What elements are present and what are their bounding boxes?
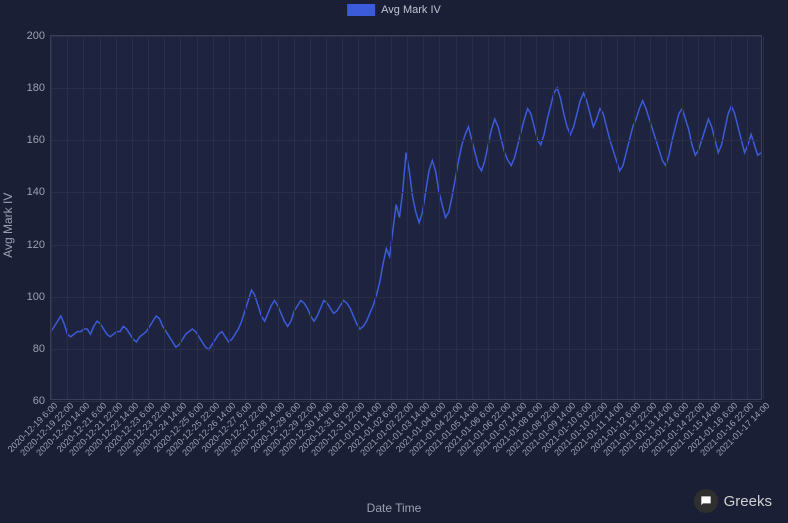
gridline-vertical <box>407 36 408 399</box>
y-tick-label: 180 <box>27 82 51 94</box>
gridline-vertical <box>423 36 424 399</box>
gridline-horizontal <box>51 140 761 141</box>
y-tick-label: 100 <box>27 291 51 303</box>
gridline-horizontal <box>51 349 761 350</box>
gridline-vertical <box>116 36 117 399</box>
gridline-vertical <box>731 36 732 399</box>
gridline-vertical <box>278 36 279 399</box>
y-tick-label: 80 <box>33 343 51 355</box>
gridline-vertical <box>763 36 764 399</box>
line-chart <box>51 36 761 399</box>
gridline-vertical <box>375 36 376 399</box>
gridline-vertical <box>294 36 295 399</box>
legend-swatch <box>347 4 375 16</box>
gridline-vertical <box>391 36 392 399</box>
gridline-vertical <box>197 36 198 399</box>
y-tick-label: 160 <box>27 134 51 146</box>
gridline-vertical <box>682 36 683 399</box>
gridline-vertical <box>342 36 343 399</box>
plot-area: 60801001201401601802002020-12-19 6:00202… <box>50 35 762 400</box>
y-tick-label: 200 <box>27 30 51 42</box>
y-axis-label: Avg Mark IV <box>1 192 15 257</box>
gridline-vertical <box>569 36 570 399</box>
gridline-vertical <box>83 36 84 399</box>
gridline-vertical <box>747 36 748 399</box>
chat-bubble-icon <box>694 489 718 513</box>
legend-label: Avg Mark IV <box>381 4 441 16</box>
gridline-horizontal <box>51 297 761 298</box>
gridline-vertical <box>520 36 521 399</box>
gridline-horizontal <box>51 245 761 246</box>
gridline-horizontal <box>51 36 761 37</box>
gridline-vertical <box>229 36 230 399</box>
gridline-vertical <box>536 36 537 399</box>
y-tick-label: 140 <box>27 186 51 198</box>
gridline-vertical <box>439 36 440 399</box>
y-tick-label: 120 <box>27 239 51 251</box>
watermark: Greeks <box>694 489 772 513</box>
gridline-vertical <box>666 36 667 399</box>
gridline-vertical <box>456 36 457 399</box>
gridline-vertical <box>100 36 101 399</box>
gridline-vertical <box>326 36 327 399</box>
x-axis-label: Date Time <box>367 501 422 515</box>
gridline-vertical <box>148 36 149 399</box>
gridline-vertical <box>553 36 554 399</box>
gridline-vertical <box>504 36 505 399</box>
gridline-vertical <box>585 36 586 399</box>
gridline-vertical <box>180 36 181 399</box>
gridline-vertical <box>213 36 214 399</box>
gridline-vertical <box>51 36 52 399</box>
gridline-vertical <box>650 36 651 399</box>
gridline-vertical <box>472 36 473 399</box>
gridline-vertical <box>358 36 359 399</box>
gridline-vertical <box>714 36 715 399</box>
chart-container: Avg Mark IV GV Avg Mark IV Date Time 608… <box>0 0 788 523</box>
gridline-vertical <box>164 36 165 399</box>
legend: Avg Mark IV <box>347 4 441 16</box>
gridline-vertical <box>67 36 68 399</box>
gridline-vertical <box>310 36 311 399</box>
watermark-label: Greeks <box>724 493 772 510</box>
gridline-vertical <box>698 36 699 399</box>
series-line <box>51 88 761 350</box>
gridline-vertical <box>601 36 602 399</box>
gridline-horizontal <box>51 192 761 193</box>
gridline-horizontal <box>51 88 761 89</box>
gridline-vertical <box>132 36 133 399</box>
gridline-vertical <box>617 36 618 399</box>
gridline-vertical <box>488 36 489 399</box>
gridline-vertical <box>261 36 262 399</box>
gridline-vertical <box>245 36 246 399</box>
gridline-vertical <box>634 36 635 399</box>
